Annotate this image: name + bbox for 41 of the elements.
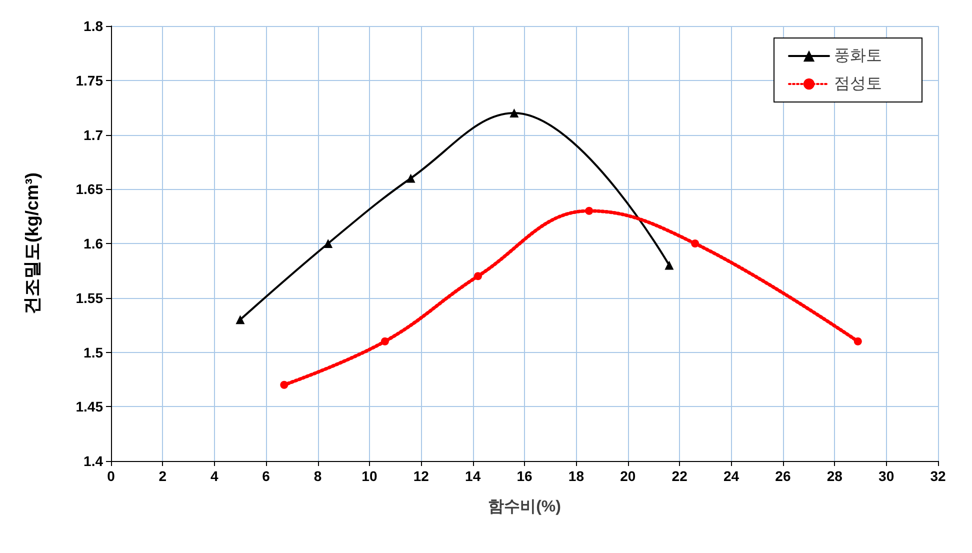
x-tick-label: 20 <box>620 468 636 484</box>
x-tick-label: 32 <box>930 468 946 484</box>
legend-label: 점성토 <box>834 76 882 92</box>
y-tick-label: 1.6 <box>84 236 104 252</box>
y-tick-label: 1.75 <box>76 72 104 88</box>
y-tick-label: 1.4 <box>84 453 104 469</box>
y-axis-title: 건조밀도(kg/cm³) <box>22 172 42 315</box>
point <box>854 337 862 346</box>
point <box>691 240 700 248</box>
x-axis-title: 함수비(%) <box>488 498 561 516</box>
x-tick-label: 12 <box>413 468 430 484</box>
x-tick-label: 14 <box>465 468 481 484</box>
y-tick-label: 1.45 <box>76 398 104 415</box>
point <box>280 380 288 389</box>
y-tick-label: 1.65 <box>76 181 104 198</box>
x-tick-label: 22 <box>672 468 688 484</box>
x-tick-label: 6 <box>262 468 270 484</box>
x-tick-label: 10 <box>362 468 378 484</box>
x-tick-label: 28 <box>826 468 843 484</box>
legend-label: 풍화토 <box>834 48 882 64</box>
x-tick-label: 0 <box>107 468 116 484</box>
point <box>406 174 416 183</box>
y-tick-label: 1.55 <box>76 290 104 306</box>
point <box>236 315 245 324</box>
x-tick-label: 26 <box>775 468 791 484</box>
point <box>324 239 333 248</box>
x-tick-label: 8 <box>314 468 322 484</box>
point <box>664 260 674 270</box>
y-tick-label: 1.5 <box>84 344 104 360</box>
x-tick-label: 18 <box>568 468 584 484</box>
point <box>380 337 389 346</box>
x-tick-label: 16 <box>516 468 532 484</box>
x-tick-label: 30 <box>878 468 894 484</box>
x-tick-label: 4 <box>210 468 218 484</box>
point <box>585 206 594 215</box>
x-tick-label: 2 <box>158 468 167 484</box>
y-tick-label: 1.8 <box>84 18 104 34</box>
y-tick-label: 1.7 <box>84 126 104 143</box>
point <box>474 272 482 280</box>
x-tick-label: 24 <box>723 468 740 484</box>
point <box>510 108 519 118</box>
